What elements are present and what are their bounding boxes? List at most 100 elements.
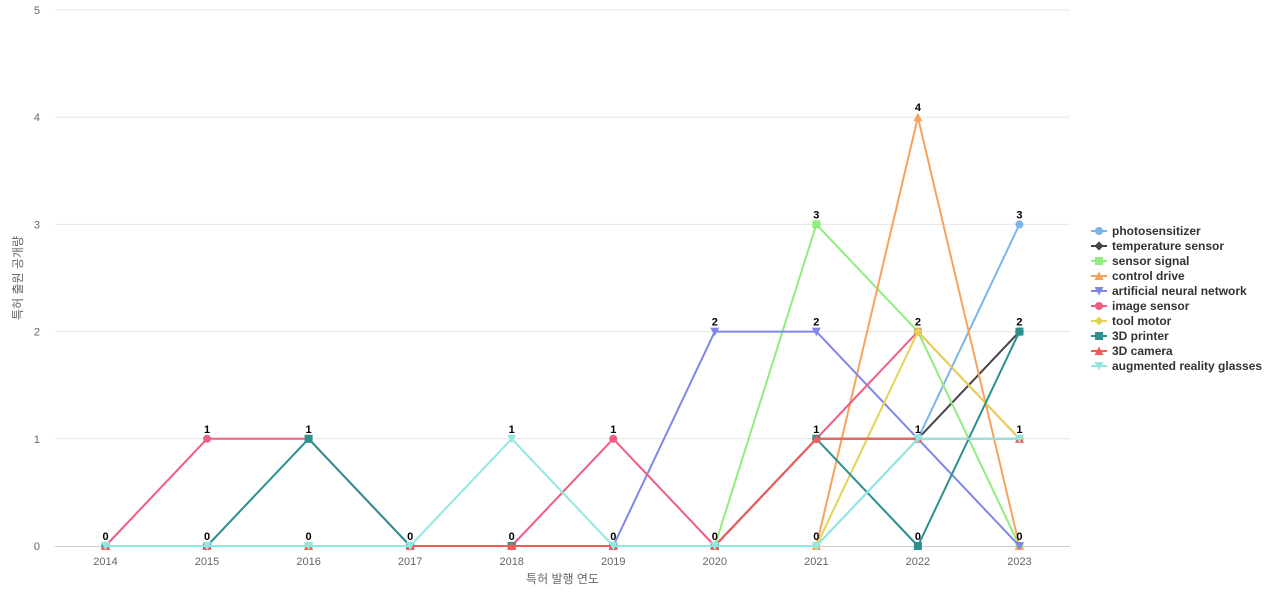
legend-symbol[interactable]	[1095, 332, 1103, 340]
legend-label: 3D camera	[1112, 344, 1173, 358]
x-tick-label: 2016	[296, 556, 320, 568]
series-point[interactable]	[304, 542, 314, 551]
data-label: 0	[1016, 531, 1022, 543]
data-label: 0	[306, 531, 312, 543]
legend-symbol[interactable]	[1094, 287, 1104, 296]
series-point[interactable]	[710, 542, 720, 551]
series-point[interactable]	[913, 542, 922, 550]
legend-item[interactable]: control drive	[1091, 269, 1185, 283]
legend-label: artificial neural network	[1112, 284, 1247, 298]
data-label: 1	[306, 424, 312, 436]
series-point[interactable]	[1014, 542, 1024, 551]
legend-label: tool motor	[1112, 314, 1172, 328]
y-tick-label: 4	[34, 112, 40, 124]
x-tick-label: 2019	[601, 556, 625, 568]
series-point[interactable]	[608, 542, 618, 551]
legend-symbol[interactable]	[1094, 271, 1104, 281]
x-tick-label: 2017	[398, 556, 422, 568]
series-line	[104, 223, 1021, 547]
series-point[interactable]	[812, 220, 821, 229]
legend-label: 3D printer	[1112, 329, 1169, 343]
legend-item[interactable]: temperature sensor	[1091, 239, 1224, 253]
legend-item[interactable]: image sensor	[1091, 299, 1190, 313]
data-label: 0	[915, 531, 921, 543]
legend-item[interactable]: artificial neural network	[1091, 284, 1247, 298]
legend-item[interactable]: photosensitizer	[1091, 224, 1201, 238]
series-point[interactable]	[101, 542, 110, 551]
series-point[interactable]	[507, 434, 517, 444]
series-0	[101, 220, 1024, 550]
data-label: 2	[915, 317, 921, 329]
grid-lines	[55, 9, 1070, 440]
data-label: 1	[915, 424, 921, 436]
data-label: 0	[204, 531, 210, 543]
data-label: 3	[1016, 209, 1022, 221]
series-point[interactable]	[202, 542, 212, 551]
data-label: 0	[407, 531, 413, 543]
legend-symbol[interactable]	[1094, 346, 1104, 356]
legend-symbol[interactable]	[1095, 227, 1103, 235]
legend-label: sensor signal	[1112, 254, 1189, 268]
legend-symbol[interactable]	[1094, 241, 1104, 251]
data-label: 1	[610, 424, 616, 436]
series-point[interactable]	[1015, 220, 1024, 229]
legend-item[interactable]: 3D printer	[1091, 329, 1169, 343]
legend-label: temperature sensor	[1112, 239, 1224, 253]
series-9	[101, 434, 1024, 551]
series-point[interactable]	[405, 542, 415, 551]
x-tick-label: 2018	[499, 556, 523, 568]
legend-symbol[interactable]	[1095, 302, 1103, 310]
series-group	[101, 112, 1024, 551]
x-tick-label: 2022	[906, 556, 930, 568]
y-tick-label: 2	[34, 327, 40, 339]
y-tick-label: 0	[34, 541, 40, 553]
data-label: 3	[813, 209, 819, 221]
series-point[interactable]	[913, 327, 923, 337]
series-point[interactable]	[811, 327, 821, 337]
legend-item[interactable]: tool motor	[1091, 314, 1172, 328]
legend-label: augmented reality glasses	[1112, 359, 1262, 373]
series-point[interactable]	[1014, 434, 1024, 444]
legend-label: control drive	[1112, 269, 1185, 283]
legend-symbol[interactable]	[1094, 362, 1104, 371]
y-axis-title: 특허 출원 공개량	[11, 236, 25, 320]
data-label: 1	[204, 424, 210, 436]
data-label: 0	[102, 531, 108, 543]
x-tick-label: 2014	[93, 556, 117, 568]
series-point[interactable]	[811, 542, 821, 551]
series-point[interactable]	[203, 434, 212, 443]
series-point[interactable]	[1015, 327, 1024, 336]
series-point[interactable]	[507, 541, 517, 551]
series-point[interactable]	[304, 434, 313, 443]
series-point[interactable]	[710, 327, 720, 337]
legend-item[interactable]: 3D camera	[1091, 344, 1173, 358]
data-label: 0	[610, 531, 616, 543]
series-point[interactable]	[913, 112, 923, 122]
x-axis-ticks: 2014 2015 2016 2017 2018 2019 2020 2021 2022 2023	[93, 556, 1031, 568]
legend-label: photosensitizer	[1112, 224, 1201, 238]
y-axis-ticks: 0 1 2 3 4 5	[34, 5, 40, 553]
series-point[interactable]	[609, 434, 618, 443]
legend-item[interactable]: augmented reality glasses	[1091, 359, 1262, 373]
data-labels: 0 1 0 1 0 0 1 0 1 0 2 0 3 2 1 0 4 2 1 0 3 2 1 0	[102, 102, 1022, 543]
series-line	[104, 223, 1021, 547]
data-label: 4	[915, 102, 922, 114]
data-label: 2	[813, 317, 819, 329]
data-label: 1	[1016, 424, 1022, 436]
data-label: 1	[813, 424, 819, 436]
x-tick-label: 2021	[804, 556, 828, 568]
data-label: 2	[1016, 317, 1022, 329]
x-tick-label: 2020	[703, 556, 727, 568]
y-tick-label: 1	[34, 434, 40, 446]
legend-symbol[interactable]	[1094, 316, 1104, 326]
series-point[interactable]	[913, 434, 923, 444]
legend-item[interactable]: sensor signal	[1091, 254, 1189, 268]
data-label: 0	[509, 531, 515, 543]
series-point[interactable]	[811, 434, 821, 443]
legend-symbol[interactable]	[1095, 257, 1103, 265]
x-axis-title: 특허 발행 연도	[526, 571, 599, 586]
x-tick-label: 2023	[1007, 556, 1031, 568]
x-tick-label: 2015	[195, 556, 219, 568]
